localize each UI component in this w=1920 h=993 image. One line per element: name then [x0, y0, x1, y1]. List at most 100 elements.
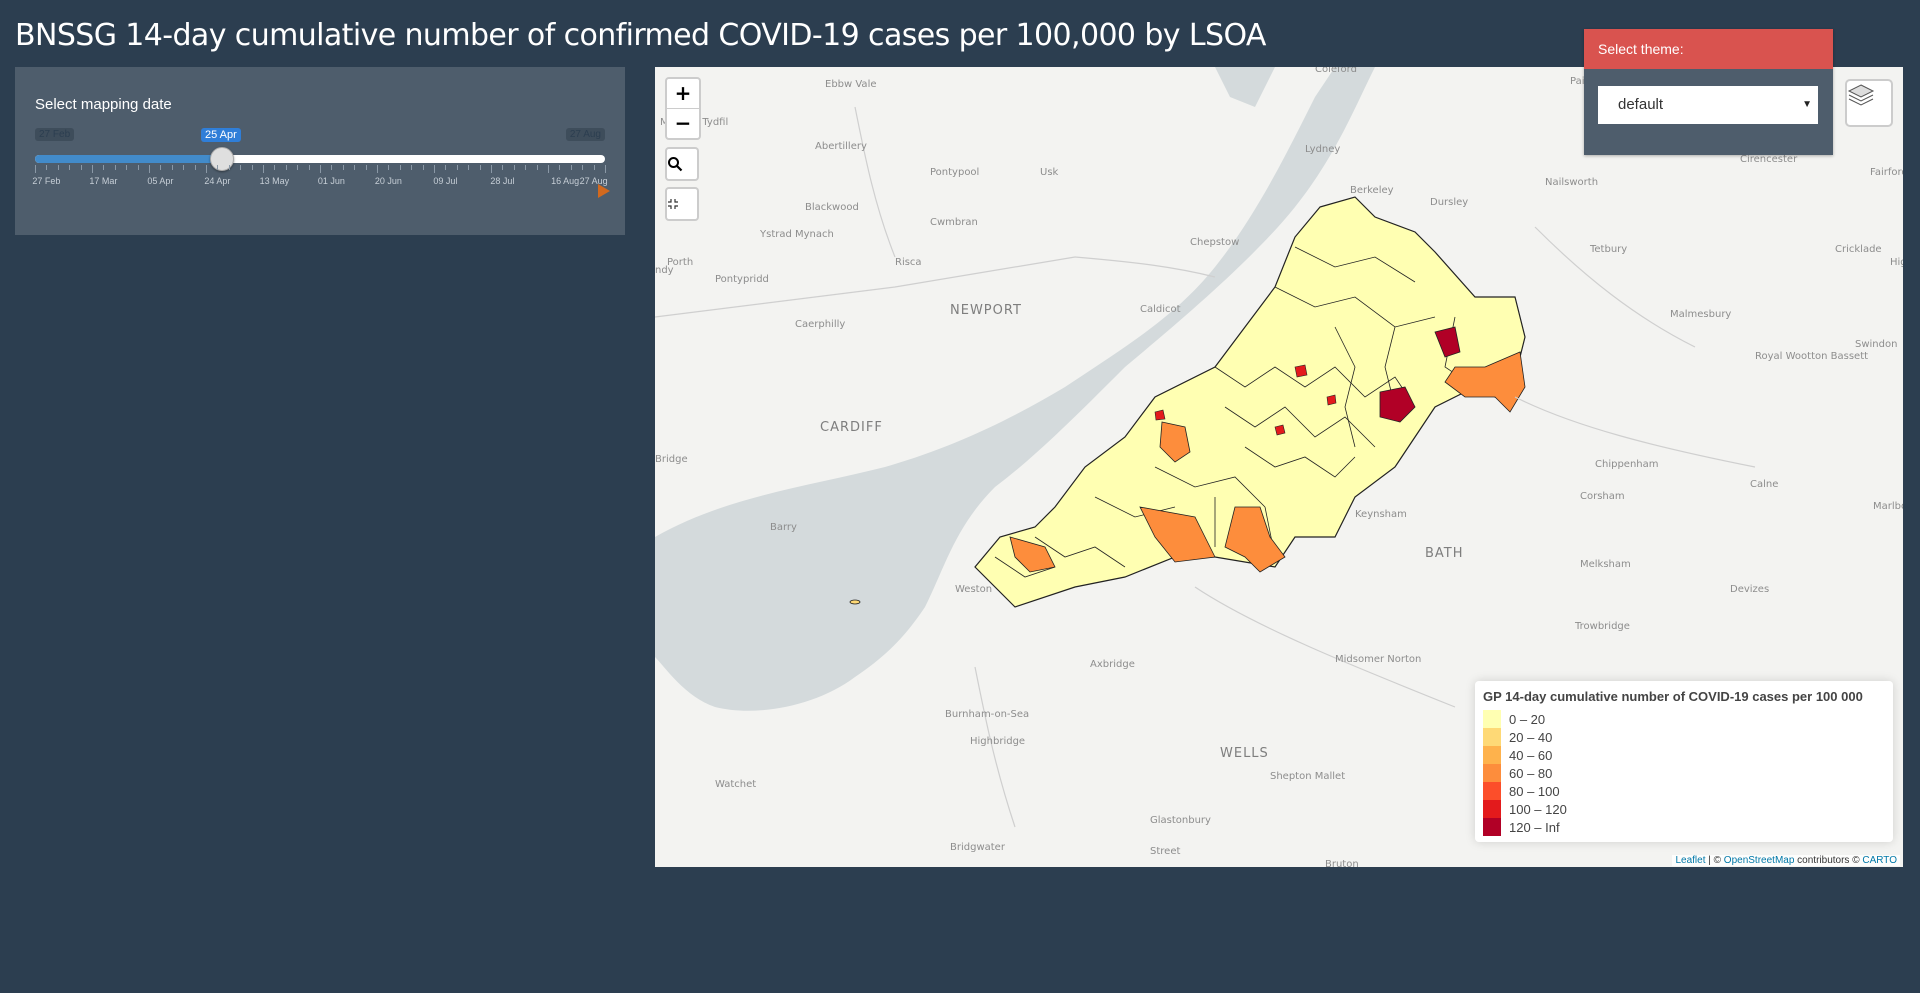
- place-label: Pontypridd: [715, 274, 769, 285]
- place-label: Malmesbury: [1670, 309, 1731, 320]
- slider-tick: [114, 165, 116, 170]
- theme-select[interactable]: default ▼: [1598, 86, 1818, 124]
- place-label: ndy: [655, 265, 674, 276]
- place-label: Ystrad Mynach: [759, 229, 834, 240]
- slider-ticks: [35, 165, 606, 173]
- legend-label: 80 – 100: [1509, 783, 1560, 799]
- slider-tick: [171, 165, 173, 170]
- slider-tick: [399, 165, 401, 170]
- place-label: Axbridge: [1090, 659, 1135, 670]
- slider-tick: [263, 165, 264, 173]
- date-slider-track[interactable]: [35, 155, 605, 163]
- slider-tick: [365, 165, 367, 170]
- fullscreen-button[interactable]: [665, 187, 699, 221]
- map[interactable]: Ebbw ValeMerthyr TydfilAbertilleryPontyp…: [655, 67, 1903, 867]
- legend-swatch: [1483, 818, 1501, 836]
- slider-max-label: 27 Aug: [565, 128, 605, 141]
- place-label: Barry: [770, 522, 797, 533]
- lsoa-red-small: [1154, 364, 1337, 436]
- slider-tick: [308, 165, 310, 170]
- place-label: Usk: [1040, 167, 1059, 178]
- region-base: [974, 196, 1526, 608]
- lsoa-orange-1: [1444, 351, 1526, 413]
- legend-item: 40 – 60: [1483, 746, 1885, 764]
- lsoa-red-1: [1379, 386, 1416, 423]
- slider-tick: [228, 165, 230, 170]
- slider-tick: [57, 165, 59, 170]
- play-icon[interactable]: [598, 184, 610, 198]
- place-label: Calne: [1750, 479, 1778, 490]
- place-label: Shepton Mallet: [1270, 771, 1345, 782]
- attribution-sep: | ©: [1705, 855, 1724, 866]
- slider-tick-label: 27 Feb: [32, 176, 61, 186]
- search-button[interactable]: [665, 147, 699, 181]
- place-label: Highbridge: [970, 736, 1025, 747]
- slider-tick: [605, 165, 606, 173]
- slider-tick-labels: 27 Feb 17 Mar 05 Apr 24 Apr 13 May 01 Jun 20 J…: [32, 176, 607, 188]
- legend-title: GP 14-day cumulative number of COVID-19 …: [1483, 689, 1863, 704]
- lsoa-red-2: [1434, 326, 1461, 358]
- zoom-out-button[interactable]: −: [667, 108, 699, 138]
- slider-tick: [513, 165, 515, 170]
- legend-swatch: [1483, 728, 1501, 746]
- slider-tick: [422, 165, 424, 170]
- slider-tick: [559, 165, 561, 170]
- legend-swatch: [1483, 764, 1501, 782]
- place-label: Pontypool: [930, 167, 979, 178]
- slider-tick: [217, 165, 219, 170]
- chevron-down-icon: ▼: [1802, 99, 1812, 110]
- slider-tick: [479, 165, 481, 170]
- leaflet-link[interactable]: Leaflet: [1675, 855, 1706, 866]
- slider-current-label: 25 Apr: [201, 128, 241, 142]
- slider-tick-label: 20 Jun: [374, 176, 402, 186]
- place-label: Dursley: [1430, 197, 1468, 208]
- slider-tick: [183, 165, 185, 170]
- place-label: Burnham-on-Sea: [945, 709, 1029, 720]
- slider-tick: [69, 165, 71, 170]
- slider-tick: [548, 165, 549, 173]
- place-label: BATH: [1425, 546, 1464, 561]
- slider-tick: [137, 165, 139, 170]
- layers-button[interactable]: [1845, 79, 1893, 127]
- date-slider-panel: Select mapping date 27 Feb 27 Aug 25 Apr…: [15, 67, 625, 235]
- severn-estuary: [655, 67, 1375, 711]
- slider-tick: [525, 165, 527, 170]
- place-label: NEWPORT: [950, 303, 1022, 318]
- slider-tick: [456, 165, 458, 170]
- osm-link[interactable]: OpenStreetMap: [1723, 855, 1795, 866]
- zoom-in-button[interactable]: +: [674, 81, 692, 105]
- map-legend: GP 14-day cumulative number of COVID-19 …: [1475, 681, 1893, 842]
- place-label: Devizes: [1730, 584, 1769, 595]
- date-slider-handle[interactable]: [210, 147, 234, 171]
- layers-icon: [1847, 84, 1875, 106]
- slider-tick: [570, 165, 572, 170]
- place-label: WELLS: [1220, 746, 1269, 761]
- place-label: Weston: [955, 584, 992, 595]
- slider-tick: [35, 165, 36, 173]
- slider-tick: [445, 165, 447, 170]
- place-label: High: [1890, 257, 1903, 268]
- place-label: Melksham: [1580, 559, 1631, 570]
- slider-tick-label: 17 Mar: [89, 176, 118, 186]
- slider-tick: [126, 165, 128, 170]
- place-label: Bridge: [655, 454, 688, 465]
- place-label: Blackwood: [805, 202, 859, 213]
- slider-tick: [240, 165, 242, 170]
- place-label: Keynsham: [1355, 509, 1407, 520]
- slider-tick: [274, 165, 276, 170]
- place-label: Trowbridge: [1574, 621, 1630, 632]
- slider-tick: [331, 165, 333, 170]
- fullscreen-icon: [668, 199, 678, 209]
- legend-swatch: [1483, 710, 1501, 728]
- legend-label: 0 – 20: [1509, 711, 1546, 727]
- carto-link[interactable]: CARTO: [1862, 855, 1897, 866]
- legend-item: 80 – 100: [1483, 782, 1885, 800]
- place-label: Caerphilly: [795, 319, 845, 330]
- slider-tick: [502, 165, 504, 170]
- slider-tick: [354, 165, 356, 170]
- page-title: BNSSG 14-day cumulative number of confir…: [15, 18, 1266, 53]
- slider-tick: [160, 165, 162, 170]
- place-label: Marlbo: [1873, 501, 1903, 512]
- place-label: Bridgwater: [950, 842, 1006, 853]
- place-label: Swindon: [1855, 339, 1897, 350]
